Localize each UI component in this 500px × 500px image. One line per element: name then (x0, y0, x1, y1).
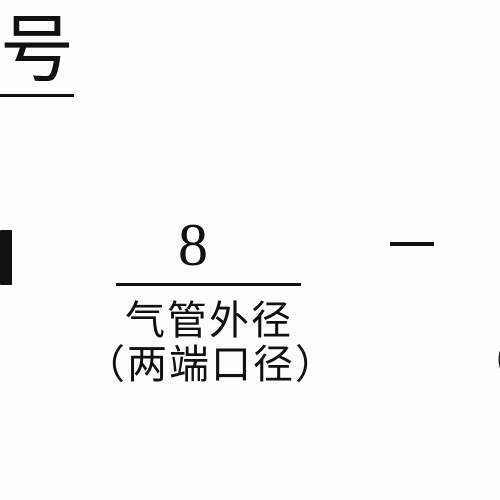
spec-label-line-2: （两端口径） (85, 344, 337, 386)
title-glyph: 号 (0, 14, 74, 88)
separator-dash (390, 242, 434, 246)
title-underline (0, 94, 74, 97)
spec-label-line-1: 气管外径 (125, 300, 293, 342)
spec-fraction-line (116, 283, 301, 286)
trailing-open-paren: （ (468, 340, 500, 384)
spec-numerator: 8 (178, 215, 208, 275)
divider-bar-left (0, 230, 12, 285)
